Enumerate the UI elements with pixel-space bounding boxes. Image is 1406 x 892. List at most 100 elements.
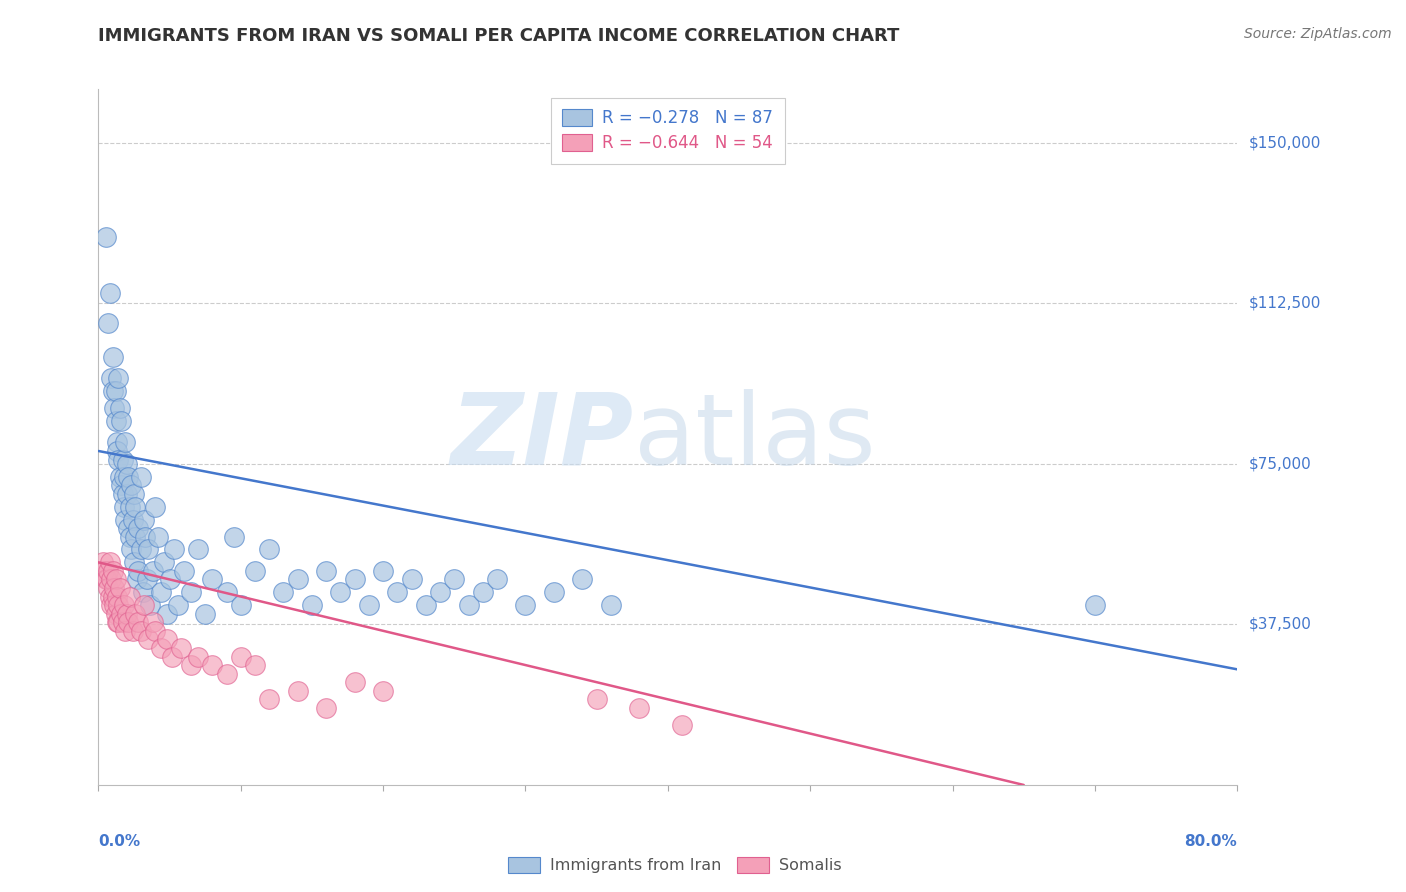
Point — [132, 598, 155, 612]
Point — [124, 530, 146, 544]
Point — [187, 649, 209, 664]
Point — [115, 457, 138, 471]
Point — [114, 624, 136, 638]
Point — [343, 675, 366, 690]
Point — [121, 512, 143, 526]
Text: $112,500: $112,500 — [1249, 296, 1320, 310]
Point — [173, 564, 195, 578]
Point — [108, 401, 131, 416]
Point — [117, 521, 139, 535]
Point — [129, 469, 152, 483]
Point — [301, 598, 323, 612]
Point — [156, 632, 179, 647]
Point — [107, 615, 129, 630]
Point — [118, 590, 141, 604]
Point — [118, 530, 141, 544]
Point — [114, 512, 136, 526]
Point — [105, 435, 128, 450]
Point — [585, 692, 607, 706]
Point — [100, 573, 122, 587]
Point — [110, 414, 132, 428]
Point — [153, 555, 176, 569]
Point — [201, 573, 224, 587]
Point — [112, 500, 135, 514]
Point — [103, 401, 125, 416]
Point — [243, 658, 266, 673]
Point — [145, 500, 167, 514]
Point — [243, 564, 266, 578]
Point — [443, 573, 465, 587]
Point — [132, 512, 155, 526]
Point — [135, 573, 157, 587]
Point — [111, 487, 134, 501]
Point — [163, 542, 186, 557]
Point — [167, 598, 190, 612]
Point — [117, 615, 139, 630]
Text: $37,500: $37,500 — [1249, 617, 1312, 632]
Point — [107, 452, 129, 467]
Point — [329, 585, 352, 599]
Point — [104, 607, 127, 621]
Point — [131, 585, 153, 599]
Legend: R = −0.278   N = 87, R = −0.644   N = 54: R = −0.278 N = 87, R = −0.644 N = 54 — [551, 97, 785, 164]
Point — [273, 585, 295, 599]
Point — [600, 598, 623, 612]
Text: 0.0%: 0.0% — [98, 834, 141, 848]
Text: 80.0%: 80.0% — [1184, 834, 1237, 848]
Point — [415, 598, 437, 612]
Point — [107, 371, 129, 385]
Point — [429, 585, 451, 599]
Text: Source: ZipAtlas.com: Source: ZipAtlas.com — [1244, 27, 1392, 41]
Point — [98, 590, 121, 604]
Point — [287, 573, 309, 587]
Text: IMMIGRANTS FROM IRAN VS SOMALI PER CAPITA INCOME CORRELATION CHART: IMMIGRANTS FROM IRAN VS SOMALI PER CAPIT… — [98, 27, 900, 45]
Point — [124, 607, 146, 621]
Point — [127, 564, 149, 578]
Point — [671, 718, 693, 732]
Point — [104, 384, 127, 398]
Point — [373, 564, 395, 578]
Point — [108, 581, 131, 595]
Point — [229, 649, 252, 664]
Point — [120, 478, 142, 492]
Point — [156, 607, 179, 621]
Point — [315, 564, 337, 578]
Point — [571, 573, 593, 587]
Point — [110, 607, 132, 621]
Point — [343, 573, 366, 587]
Point — [471, 585, 494, 599]
Text: $150,000: $150,000 — [1249, 136, 1320, 150]
Point — [457, 598, 479, 612]
Point — [187, 542, 209, 557]
Point — [141, 615, 163, 630]
Point — [141, 564, 163, 578]
Point — [98, 285, 121, 300]
Point — [201, 658, 224, 673]
Legend: Immigrants from Iran, Somalis: Immigrants from Iran, Somalis — [502, 850, 848, 880]
Point — [108, 469, 131, 483]
Point — [96, 573, 118, 587]
Point — [122, 487, 145, 501]
Point — [170, 640, 193, 655]
Point — [287, 683, 309, 698]
Point — [150, 585, 173, 599]
Point — [117, 469, 139, 483]
Text: $75,000: $75,000 — [1249, 457, 1312, 471]
Point — [104, 414, 127, 428]
Point — [120, 542, 142, 557]
Point — [122, 555, 145, 569]
Point — [112, 598, 135, 612]
Point — [145, 624, 167, 638]
Point — [222, 530, 245, 544]
Point — [94, 230, 117, 244]
Point — [115, 487, 138, 501]
Point — [543, 585, 565, 599]
Point — [97, 316, 120, 330]
Point — [105, 444, 128, 458]
Point — [357, 598, 380, 612]
Point — [98, 555, 121, 569]
Point — [194, 607, 217, 621]
Point — [115, 607, 138, 621]
Point — [118, 500, 141, 514]
Point — [127, 521, 149, 535]
